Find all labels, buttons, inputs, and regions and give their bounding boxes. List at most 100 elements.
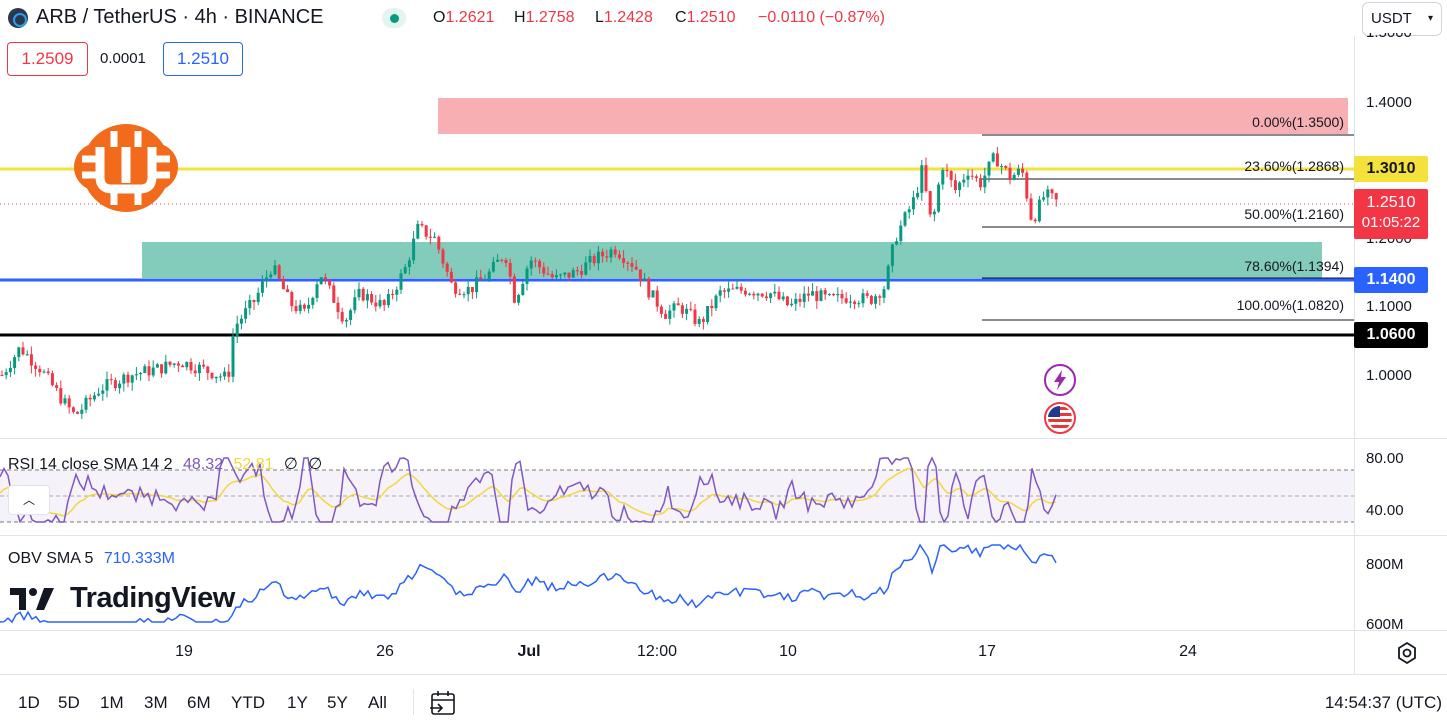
fib-label-100: 100.00%(1.0820)	[1236, 297, 1344, 313]
candle-body	[185, 361, 189, 368]
ohlc-open: O1.2621	[433, 9, 495, 26]
sell-price-button[interactable]: 1.2509	[7, 42, 88, 76]
candle-body	[613, 249, 617, 255]
candle-body	[949, 171, 953, 181]
candle-body	[790, 303, 794, 306]
yellow-line-price-label[interactable]: 1.3010	[1354, 156, 1428, 182]
candle-body	[374, 302, 378, 307]
range-button-6m[interactable]: 6M	[187, 693, 211, 712]
candle-body	[71, 407, 75, 412]
range-button-5y[interactable]: 5Y	[327, 693, 348, 712]
range-button-ytd[interactable]: YTD	[231, 693, 265, 712]
candle-body	[706, 305, 710, 323]
candle-body	[521, 283, 525, 295]
pane-separator[interactable]	[0, 438, 1447, 439]
candle-body	[197, 364, 201, 374]
candle-body	[214, 376, 218, 379]
candle-body	[932, 211, 936, 215]
candle-body	[752, 293, 756, 296]
candle-body	[693, 309, 697, 324]
candle-body	[1021, 168, 1025, 173]
candle-body	[113, 380, 117, 389]
time-tick: 17	[978, 643, 996, 660]
candle-body	[890, 244, 894, 266]
candle-body	[542, 267, 546, 274]
candle-body	[710, 305, 714, 309]
candle-body	[979, 178, 983, 188]
pane-separator[interactable]	[0, 535, 1447, 536]
candle-body	[689, 308, 693, 310]
rsi-tick: 40.00	[1366, 502, 1404, 519]
candle-body	[550, 274, 554, 278]
candle-body	[937, 184, 941, 212]
range-button-5d[interactable]: 5D	[58, 693, 80, 712]
candle-body	[155, 364, 159, 368]
currency-selector[interactable]: USDT ▾	[1362, 2, 1442, 36]
candle-body	[1037, 199, 1041, 222]
candle-body	[248, 299, 252, 309]
calendar-arrow-icon[interactable]	[428, 688, 458, 718]
candle-body	[924, 165, 928, 192]
candle-body	[391, 294, 395, 296]
candle-body	[181, 365, 185, 368]
candle-body	[412, 238, 416, 261]
candle-body	[122, 374, 126, 384]
candle-body	[1042, 197, 1046, 200]
candle-body	[101, 390, 105, 394]
candle-body	[130, 375, 134, 383]
gear-icon[interactable]	[1394, 640, 1420, 666]
candle-body	[454, 282, 458, 294]
candle-body	[966, 175, 970, 180]
collapse-pane-button[interactable]: ︿	[8, 485, 50, 515]
buy-price-button[interactable]: 1.2510	[163, 42, 243, 76]
candle-body	[567, 272, 571, 278]
price-tick: 1.4000	[1366, 94, 1412, 111]
candle-body	[470, 287, 474, 293]
range-button-3m[interactable]: 3M	[144, 693, 168, 712]
last-price-label[interactable]: 1.2510 01:05:22	[1354, 189, 1428, 239]
candle-body	[546, 273, 550, 275]
range-button-all[interactable]: All	[368, 693, 387, 712]
candle-body	[260, 281, 264, 293]
candle-body	[206, 366, 210, 373]
fib-label-23-6: 23.60%(1.2868)	[1244, 158, 1344, 174]
candle-body	[462, 294, 466, 296]
candle-body	[680, 305, 684, 314]
rsi-legend[interactable]: RSI 14 close SMA 14 2 48.32 52.81 ∅ ∅	[8, 456, 323, 473]
range-button-1y[interactable]: 1Y	[287, 693, 308, 712]
candle-body	[344, 319, 348, 322]
market-open-status-icon[interactable]	[382, 8, 406, 28]
candle-body	[655, 290, 659, 307]
blue-line-price-label[interactable]: 1.1400	[1354, 267, 1428, 293]
obv-tick: 600M	[1366, 616, 1404, 633]
candle-body	[290, 292, 294, 307]
candle-body	[664, 313, 668, 319]
black-line-price-label[interactable]: 1.0600	[1354, 322, 1428, 348]
price-chart[interactable]	[0, 0, 1447, 674]
candle-body	[378, 300, 382, 307]
lightning-icon[interactable]	[1043, 363, 1077, 397]
obv-legend[interactable]: OBV SMA 5 710.333M	[8, 550, 175, 567]
candle-body	[466, 287, 470, 295]
range-button-1d[interactable]: 1D	[18, 693, 40, 712]
candle-body	[974, 176, 978, 179]
candle-body	[743, 290, 747, 295]
candle-body	[962, 179, 966, 183]
candle-body	[487, 271, 491, 280]
candle-body	[844, 298, 848, 303]
symbol-title[interactable]: ARB / TetherUS · 4h · BINANCE	[36, 6, 324, 28]
candle-body	[659, 306, 663, 314]
obv-tick: 800M	[1366, 556, 1404, 573]
candle-body	[739, 286, 743, 291]
candle-body	[202, 364, 206, 367]
utc-clock[interactable]: 14:54:37 (UTC)	[1324, 693, 1442, 712]
candle-body	[491, 261, 495, 272]
tradingview-mark-icon	[10, 588, 54, 610]
us-flag-icon[interactable]	[1043, 401, 1077, 435]
range-button-1m[interactable]: 1M	[100, 693, 124, 712]
candle-body	[916, 192, 920, 198]
candle-body	[428, 236, 432, 238]
candle-body	[365, 294, 369, 301]
candle-body	[176, 363, 180, 366]
candle-body	[764, 296, 768, 299]
